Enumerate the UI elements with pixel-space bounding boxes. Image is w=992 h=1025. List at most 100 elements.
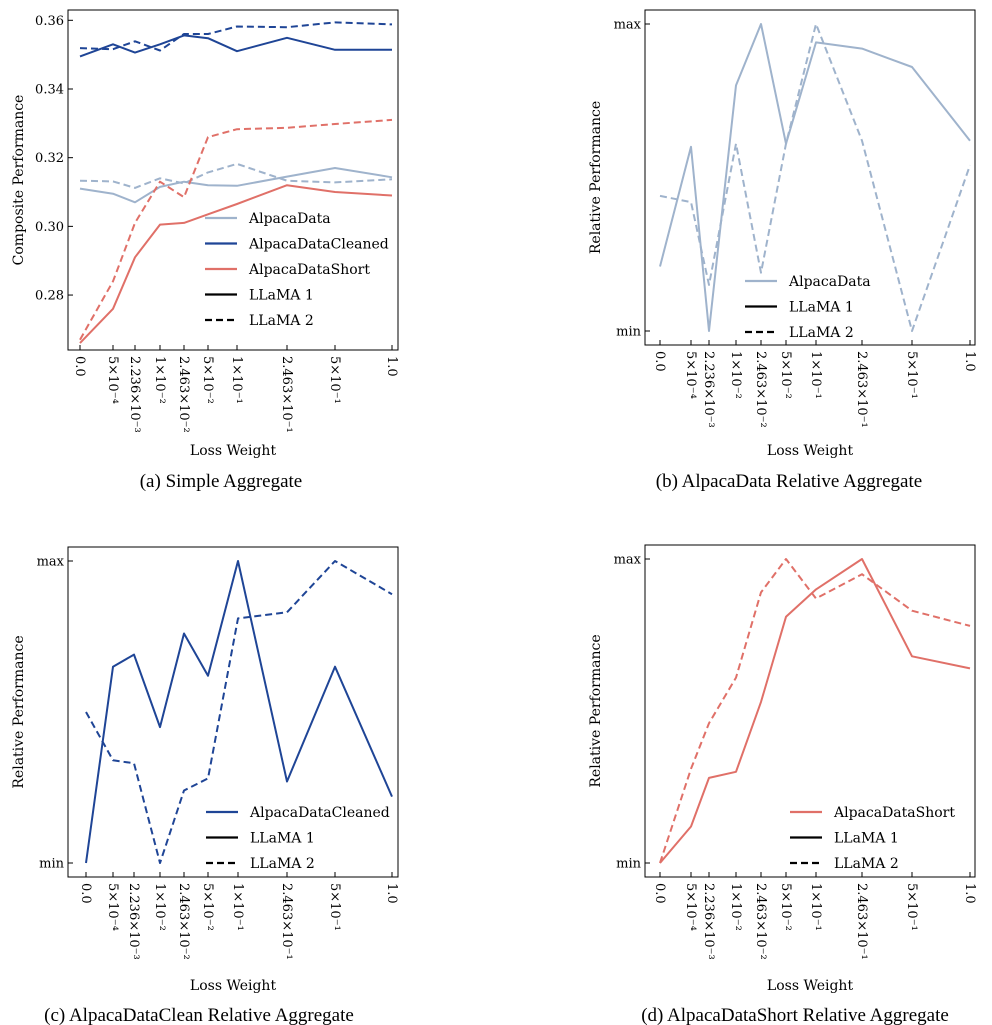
y-tick-label: 0.28 (35, 289, 64, 304)
x-tick-label: 1×10⁻² (728, 351, 743, 399)
series-line-alpacadata-llama2 (659, 23, 971, 332)
series-line-alpacadatacleaned-llama1 (79, 34, 392, 58)
x-tick-label: 5×10⁻¹ (904, 883, 919, 931)
x-tick-label: 1.0 (962, 351, 977, 372)
legend-label: LLaMA 1 (789, 300, 854, 316)
series-line-alpacadata-llama1 (79, 167, 393, 204)
panel-c: min max 0.0 5×10⁻⁴ 2.236×10⁻³ 1×10⁻² 2.463×10⁻… (11, 546, 399, 1025)
x-axis-label: Loss Weight (190, 978, 277, 994)
legend-label: LLaMA 2 (250, 856, 315, 872)
x-tick-label: 2.236×10⁻³ (126, 883, 141, 960)
x-tick-label: 5×10⁻⁴ (105, 356, 120, 404)
y-tick-label: max (37, 555, 65, 570)
x-tick-label: 2.236×10⁻³ (127, 356, 142, 433)
x-tick-label: 2.463×10⁻¹ (854, 351, 869, 428)
x-tick-label: 5×10⁻⁴ (683, 883, 698, 931)
x-tick-label: 2.463×10⁻² (176, 883, 191, 960)
legend-label: AlpacaDataCleaned (249, 805, 390, 821)
x-tick-label: 1×10⁻¹ (808, 351, 823, 399)
x-axis-label: Loss Weight (767, 443, 854, 459)
legend: AlpacaData AlpacaDataCleaned AlpacaDataSho… (205, 211, 389, 329)
y-tick-label: 0.36 (35, 14, 64, 29)
x-tick-label: 5×10⁻¹ (327, 883, 342, 931)
x-tick-label: 2.463×10⁻¹ (854, 883, 869, 960)
x-tick-label: 1.0 (384, 356, 399, 377)
x-tick-label: 2.463×10⁻² (753, 883, 768, 960)
x-tick-label: 0.0 (78, 883, 93, 904)
x-tick-label: 5×10⁻² (200, 883, 215, 931)
panel-b: min max 0.0 5×10⁻⁴ 2.236×10⁻³ 1×10⁻² 2.463×10⁻… (588, 9, 977, 492)
x-tick-label: 1×10⁻² (728, 883, 743, 931)
legend: AlpacaDataCleaned LLaMA 1 LLaMA 2 (206, 805, 390, 872)
y-tick-label: min (616, 325, 641, 340)
legend-label: LLaMA 2 (249, 313, 314, 329)
x-tick-label: 5×10⁻⁴ (105, 883, 120, 931)
plot-frame (644, 544, 976, 878)
x-tick-label: 5×10⁻¹ (327, 356, 342, 404)
legend-label: AlpacaDataShort (833, 805, 955, 821)
panel-caption: (a) Simple Aggregate (140, 471, 303, 492)
panel-a: 0.28 0.30 0.32 0.34 0.36 0.0 5×10⁻⁴ 2.236×10⁻³ 1… (11, 9, 399, 492)
y-tick-label: max (614, 553, 642, 568)
x-tick-label: 1×10⁻² (152, 883, 167, 931)
series-line-alpacadatacleaned-llama1 (85, 560, 393, 864)
panel-caption: (b) AlpacaData Relative Aggregate (656, 471, 922, 492)
plot-frame (644, 9, 976, 346)
legend-label: LLaMA 1 (250, 831, 315, 847)
x-axis-label: Loss Weight (767, 978, 854, 994)
x-tick-label: 0.0 (72, 356, 87, 377)
series-line-alpacadatashort-llama2 (659, 558, 971, 864)
y-tick-label: min (39, 857, 64, 872)
series-line-alpacadatashort-llama2 (79, 118, 393, 341)
x-tick-label: 5×10⁻⁴ (683, 351, 698, 399)
x-tick-label: 5×10⁻² (200, 356, 215, 404)
x-tick-label: 1×10⁻¹ (230, 883, 245, 931)
y-tick-label: 0.32 (35, 151, 64, 166)
x-axis-label: Loss Weight (190, 443, 277, 459)
y-tick-label: 0.34 (35, 82, 64, 97)
x-tick-label: 2.463×10⁻¹ (279, 883, 294, 960)
y-tick-label: max (614, 18, 642, 33)
x-tick-label: 2.236×10⁻³ (701, 883, 716, 960)
x-tick-label: 5×10⁻² (778, 883, 793, 931)
legend-label: LLaMA 1 (249, 288, 314, 304)
y-tick-label: 0.30 (35, 220, 64, 235)
legend-label: AlpacaData (248, 211, 331, 227)
x-tick-label: 1.0 (384, 883, 399, 904)
series-line-alpacadatacleaned-llama2 (79, 21, 393, 52)
legend-label: LLaMA 2 (834, 856, 899, 872)
x-tick-label: 1×10⁻¹ (229, 356, 244, 404)
x-tick-label: 0.0 (652, 351, 667, 372)
y-axis-label: Relative Performance (11, 635, 27, 788)
y-axis-label: Composite Performance (11, 95, 27, 266)
x-tick-label: 1×10⁻¹ (808, 883, 823, 931)
x-tick-label: 0.0 (652, 883, 667, 904)
x-tick-label: 2.236×10⁻³ (701, 351, 716, 428)
y-tick-label: min (616, 857, 641, 872)
plot-frame (67, 546, 399, 878)
x-tick-label: 5×10⁻² (778, 351, 793, 399)
legend-label: AlpacaDataShort (248, 262, 370, 278)
series-line-alpacadatashort-llama1 (659, 558, 971, 864)
x-tick-label: 1×10⁻² (152, 356, 167, 404)
series-line-alpacadatashort-llama1 (79, 184, 393, 344)
legend-label: LLaMA 1 (834, 831, 899, 847)
panel-d: min max 0.0 5×10⁻⁴ 2.236×10⁻³ 1×10⁻² 2.463×10⁻… (588, 544, 977, 1025)
series-line-alpacadatacleaned-llama2 (85, 560, 393, 864)
legend-label: AlpacaDataCleaned (248, 237, 389, 253)
legend-label: LLaMA 2 (789, 325, 854, 341)
x-tick-label: 5×10⁻¹ (904, 351, 919, 399)
x-tick-label: 1.0 (962, 883, 977, 904)
plot-frame (67, 9, 399, 351)
x-tick-label: 2.463×10⁻² (753, 351, 768, 428)
y-axis-label: Relative Performance (588, 101, 604, 254)
panel-caption: (d) AlpacaDataShort Relative Aggregate (641, 1005, 949, 1025)
y-axis-label: Relative Performance (588, 634, 604, 787)
panel-caption: (c) AlpacaDataClean Relative Aggregate (44, 1005, 354, 1025)
x-tick-label: 2.463×10⁻¹ (279, 356, 294, 433)
legend: AlpacaData LLaMA 1 LLaMA 2 (745, 274, 871, 341)
legend: AlpacaDataShort LLaMA 1 LLaMA 2 (790, 805, 955, 872)
x-tick-label: 2.463×10⁻² (176, 356, 191, 433)
legend-label: AlpacaData (788, 274, 871, 290)
